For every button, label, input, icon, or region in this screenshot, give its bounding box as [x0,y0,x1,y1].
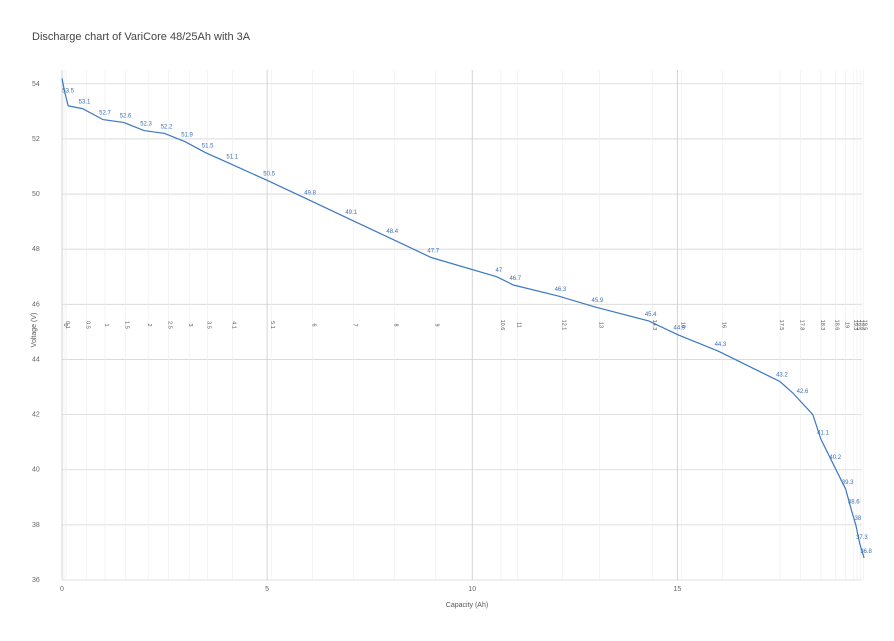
x-tick-label: 10 [468,586,476,593]
x-category-label: 1 [103,323,109,326]
x-category-label: 3 [187,323,193,326]
data-label: 52.6 [120,113,132,119]
x-category-label: 13 [597,322,603,328]
x-category-label: 9 [433,323,439,326]
data-label: 39.3 [842,480,854,486]
y-tick-labels: 36 38 40 42 44 46 48 50 52 54 [32,81,40,584]
x-category-label: 19.6 [858,320,864,331]
x-category-label: 4.1 [230,321,236,329]
x-category-label: 0.1 [64,321,70,329]
y-tick-label: 44 [32,356,40,363]
data-label: 38 [855,516,862,522]
y-tick-label: 42 [32,412,40,419]
data-label: 51.1 [226,155,238,161]
data-label: 37.3 [856,535,868,541]
data-label: 52.7 [99,111,111,117]
y-tick-label: 50 [32,191,40,198]
data-label: 43.2 [776,373,788,379]
x-category-labels: 00.1 0.5 1 1.5 2 2.5 3 3.5 4.1 5.1 6 7 8 9 10.6 11 12.1 1… [62,320,868,331]
data-label: 44.3 [715,342,727,348]
x-tick-labels: 0 5 10 15 [60,586,681,593]
x-tick-label: 5 [265,586,269,593]
y-axis-title: Voltage (V) [31,313,38,348]
x-category-label: 15 [679,322,685,328]
data-label: 51.5 [202,144,214,150]
data-label: 53.1 [79,100,91,106]
x-category-label: 12.1 [561,320,567,331]
data-label: 49.8 [304,191,316,197]
x-category-label: 1.5 [124,321,130,329]
x-category-label: 5.1 [269,321,275,329]
x-category-label: 18.6 [833,320,839,331]
x-axis-title: Capacity (Ah) [446,602,488,609]
x-category-label: 19.5 [855,320,861,331]
y-tick-label: 52 [32,136,40,143]
data-label: 49.1 [345,210,357,216]
y-tick-label: 40 [32,467,40,474]
data-label: 45.9 [591,298,603,304]
chart-title: Discharge chart of VariCore 48/25Ah with… [32,31,251,43]
data-label: 47.7 [427,248,439,254]
data-label: 41.1 [817,430,829,436]
x-tick-label: 15 [673,586,681,593]
x-category-label: 19 [844,322,850,328]
x-category-label: 17.5 [778,320,784,331]
data-label: 47 [496,268,503,274]
x-category-label: 10.6 [499,320,505,331]
data-label: 45.4 [645,312,657,318]
x-category-label: 2 [146,323,152,326]
x-category-label: 6 [310,323,316,326]
x-category-label: 3.5 [206,321,212,329]
y-tick-label: 48 [32,246,40,253]
x-category-label: 16 [721,322,727,328]
data-label: 42.6 [797,389,809,395]
y-tick-label: 54 [32,81,40,88]
data-label: 46.3 [555,287,567,293]
data-label: 36.8 [860,549,872,555]
x-category-label: 11 [515,322,521,328]
data-label: 44.9 [674,326,686,332]
x-category-label: 0.5 [85,321,91,329]
x-category-label: 19.5 [862,320,868,331]
grid-lines [61,70,864,581]
x-category-label: 2.5 [167,321,173,329]
data-label: 46.7 [509,276,521,282]
data-label: 38.6 [848,499,860,505]
y-tick-label: 36 [32,577,40,584]
x-category-label: 7 [351,323,357,326]
y-tick-label: 46 [32,301,40,308]
x-tick-label: 0 [60,586,64,593]
x-category-label: 17.8 [798,320,804,331]
data-label: 50.5 [263,171,275,177]
x-category-label: 18.3 [819,320,825,331]
x-category-label: 19.3 [852,320,858,331]
data-label: 51.9 [181,133,193,139]
data-label: 52.3 [140,122,152,128]
x-category-label: 8 [392,323,398,326]
x-category-label: 14.3 [651,320,657,331]
voltage-series-line [61,78,865,559]
data-label: 53.5 [62,89,74,95]
data-label: 52.2 [161,124,173,130]
data-label: 40.2 [829,455,841,461]
y-tick-label: 38 [32,522,40,529]
x-category-label: 0 [62,323,68,326]
data-label: 48.4 [386,229,398,235]
data-labels: 53.5 53.1 52.7 52.6 52.3 52.2 51.9 51.5 51.1 50.5… [62,89,872,555]
